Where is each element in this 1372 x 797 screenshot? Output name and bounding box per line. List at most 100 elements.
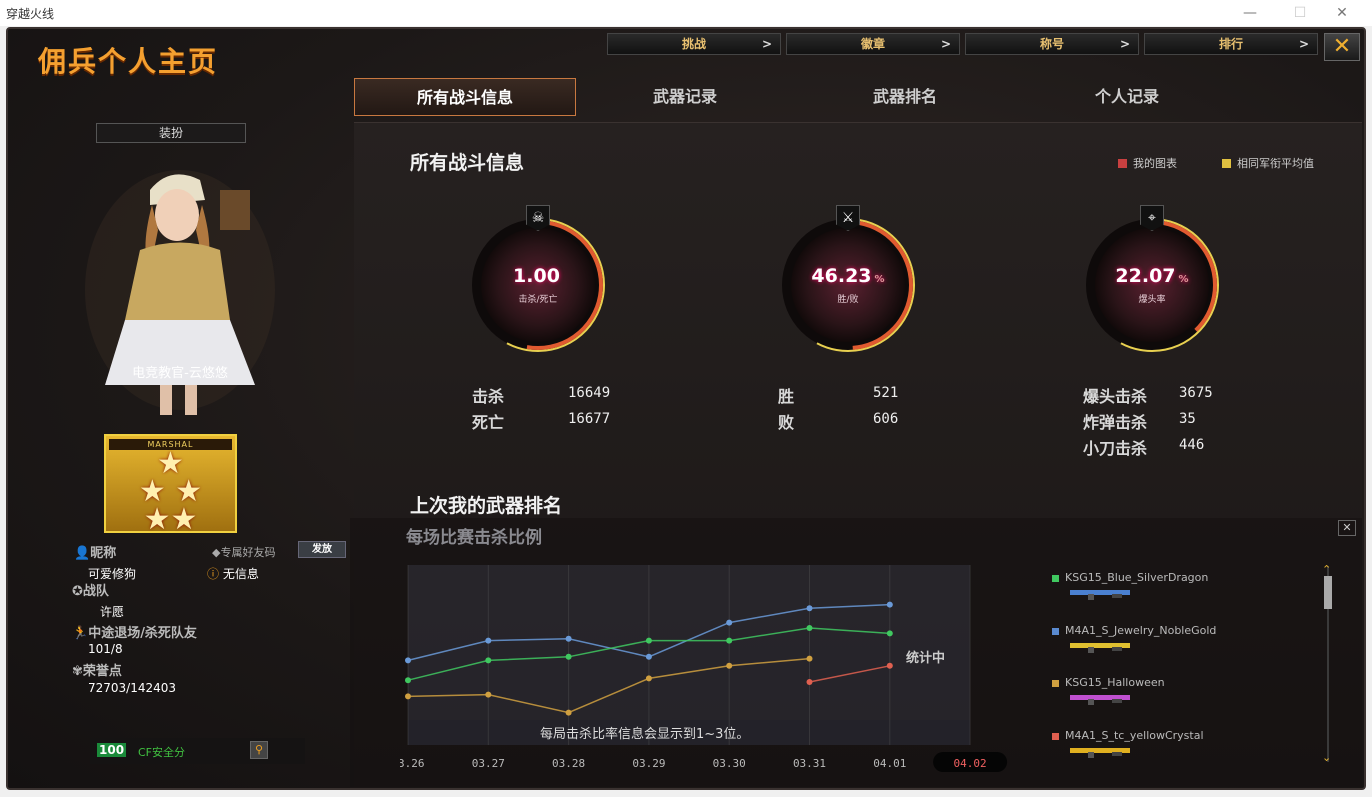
- data-point: [565, 709, 572, 716]
- gauge-label: 击杀/死亡: [518, 295, 558, 305]
- data-point: [806, 625, 813, 631]
- honor-label: ✾荣誉点: [72, 664, 122, 679]
- weapon-color-swatch: [1052, 627, 1059, 635]
- data-point: [565, 653, 572, 660]
- user-icon: 👤: [74, 546, 91, 561]
- weapon-list-item[interactable]: KSG15_Blue_SilverDragon: [1052, 566, 1312, 612]
- nav-challenge[interactable]: 挑战 >: [607, 33, 781, 55]
- character-name: 电竞教官-云悠悠: [132, 366, 228, 381]
- nav-ranking[interactable]: 排行 >: [1144, 33, 1318, 55]
- character-avatar: [85, 170, 275, 415]
- loss-label: 败: [778, 413, 795, 432]
- weapon-list-item[interactable]: M4A1_S_Jewelry_NobleGold: [1052, 619, 1312, 665]
- honor-value: 72703/142403: [88, 681, 177, 695]
- weapon-ranking-title: 上次我的武器排名: [410, 495, 563, 517]
- data-point: [886, 601, 893, 608]
- x-tick-label: 04.01: [873, 757, 906, 770]
- quit-value: 101/8: [88, 642, 123, 656]
- gauge-label: 胜/败: [837, 295, 859, 305]
- note-band: [408, 720, 970, 745]
- data-point: [645, 675, 652, 682]
- gauge-value: 1.00: [513, 265, 560, 287]
- gauge-0: [471, 218, 605, 352]
- headshot-value: 3675: [1179, 385, 1213, 401]
- knife-kill-label: 小刀击杀: [1083, 439, 1148, 458]
- tab-weapon-records[interactable]: 武器记录: [652, 87, 717, 106]
- series-line-3: [809, 665, 890, 683]
- weapon-image: [1070, 747, 1130, 758]
- kill-value: 16649: [568, 385, 611, 401]
- weapon-list-item[interactable]: KSG15_Halloween: [1052, 671, 1312, 717]
- tab-weapon-ranking[interactable]: 武器排名: [872, 87, 937, 106]
- headshot-label: 爆头击杀: [1083, 387, 1148, 406]
- nickname-label: 👤昵称: [74, 546, 117, 561]
- page-title: 佣兵个人主页: [38, 45, 219, 78]
- data-point: [565, 635, 572, 642]
- data-point: [806, 605, 813, 612]
- tag-icon: ◆: [212, 546, 221, 559]
- data-point: [485, 637, 492, 644]
- team-value: 许愿: [100, 605, 125, 619]
- quit-label: 🏃中途退场/杀死队友: [72, 626, 197, 641]
- gauge-value: 22.07%: [1115, 265, 1189, 287]
- legend-my-chart: 我的图表: [1118, 155, 1177, 171]
- data-point: [645, 653, 652, 660]
- friend-code-label: ◆专属好友码: [212, 546, 276, 559]
- gauge-2: [1085, 218, 1219, 352]
- close-button[interactable]: ✕: [1324, 33, 1360, 61]
- title-bar: 穿越火线 — ☐ ✕: [0, 0, 1372, 26]
- chevron-right-icon: >: [1298, 37, 1309, 51]
- x-tick-label[interactable]: 04.02: [954, 757, 987, 770]
- weapon-color-swatch: [1052, 732, 1059, 740]
- search-icon[interactable]: ⚲: [250, 741, 268, 759]
- gauge-1: [781, 218, 915, 352]
- data-point: [806, 655, 813, 662]
- win-label: 胜: [778, 387, 795, 406]
- death-value: 16677: [568, 411, 611, 427]
- kill-ratio-chart: 03.26 03.27 03.28 03.29 03.30 03.31 04.01 04.02: [400, 565, 1008, 772]
- tab-all-battle-info[interactable]: 所有战斗信息: [354, 78, 576, 116]
- nickname-value: 可爱修狗: [88, 567, 137, 581]
- selected-date-pill: [933, 752, 1008, 772]
- minimize-button[interactable]: —: [1243, 5, 1257, 21]
- close-chart-button[interactable]: ✕: [1338, 520, 1356, 536]
- data-point: [485, 691, 492, 698]
- weapon-color-swatch: [1052, 680, 1059, 687]
- nav-title[interactable]: 称号 >: [965, 33, 1139, 55]
- chevron-right-icon: >: [1119, 37, 1130, 51]
- legend-rank-average: 相同军衔平均值: [1222, 155, 1314, 171]
- friend-code-value: ⓘ 无信息: [207, 567, 259, 581]
- legend-swatch: [1118, 159, 1127, 168]
- weapon-image: [1070, 642, 1130, 653]
- security-label: CF安全分: [138, 746, 186, 759]
- security-score: 100: [97, 743, 127, 757]
- chevron-right-icon: >: [940, 37, 951, 51]
- team-label: ✪战队: [72, 584, 109, 599]
- dress-up-button[interactable]: 装扮: [96, 123, 246, 143]
- win-value: 521: [873, 385, 899, 401]
- x-tick-label: 03.28: [552, 757, 585, 770]
- x-tick-label: 03.29: [632, 757, 665, 770]
- chart-note: 每局击杀比率信息会显示到1~3位。: [540, 727, 750, 742]
- weapon-list-item[interactable]: M4A1_S_tc_yellowCrystal: [1052, 724, 1312, 770]
- rank-stars-icon: ★ ★ ★ ★★: [138, 446, 203, 537]
- maximize-button[interactable]: ☐: [1293, 5, 1307, 21]
- rank-badge: MARSHAL ★ ★ ★ ★★: [104, 434, 237, 537]
- section-title: 所有战斗信息: [410, 152, 525, 174]
- shield-icon: ✪: [72, 584, 83, 599]
- close-window-button[interactable]: ✕: [1336, 5, 1348, 21]
- data-point: [886, 630, 893, 637]
- nav-badge[interactable]: 徽章 >: [786, 33, 960, 55]
- scrollbar-thumb: [1324, 576, 1332, 609]
- death-label: 死亡: [472, 413, 505, 432]
- plot-area: [408, 565, 970, 745]
- weapon-list-scrollbar[interactable]: ⌃ ⌄: [1322, 563, 1332, 764]
- data-point: [726, 662, 733, 669]
- weapon-color-swatch: [1052, 575, 1059, 582]
- chevron-right-icon: >: [761, 37, 772, 51]
- tab-personal-records[interactable]: 个人记录: [1094, 87, 1159, 106]
- data-point: [726, 637, 733, 644]
- data-point: [886, 662, 893, 669]
- issue-button[interactable]: 发放: [298, 541, 346, 558]
- x-tick-label: 03.30: [713, 757, 746, 770]
